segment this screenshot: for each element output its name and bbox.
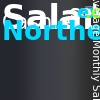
Bar	[40, 53, 51, 82]
Text: +38%: +38%	[0, 16, 100, 50]
Circle shape	[86, 7, 93, 15]
Text: Salary Comparison By Education: Salary Comparison By Education	[2, 3, 100, 36]
Polygon shape	[23, 61, 25, 82]
Text: Cashier: Cashier	[2, 13, 80, 33]
Text: 520 USD: 520 USD	[0, 43, 61, 61]
Polygon shape	[88, 9, 92, 13]
Bar	[68, 42, 79, 82]
Circle shape	[85, 7, 94, 15]
Polygon shape	[13, 61, 25, 62]
Text: Northern Mariana Islands: Northern Mariana Islands	[2, 20, 100, 46]
Text: Average Monthly Salary: Average Monthly Salary	[90, 0, 100, 100]
Text: +43%: +43%	[0, 27, 88, 61]
Text: 1,030 USD: 1,030 USD	[20, 22, 100, 40]
Polygon shape	[68, 41, 80, 42]
Text: 750 USD: 750 USD	[3, 34, 89, 52]
Bar	[13, 62, 23, 82]
Text: explorer: explorer	[76, 4, 100, 22]
Polygon shape	[79, 41, 80, 82]
Text: salary: salary	[69, 4, 100, 22]
Polygon shape	[51, 52, 52, 82]
Polygon shape	[40, 52, 52, 53]
Text: .com: .com	[84, 4, 100, 22]
